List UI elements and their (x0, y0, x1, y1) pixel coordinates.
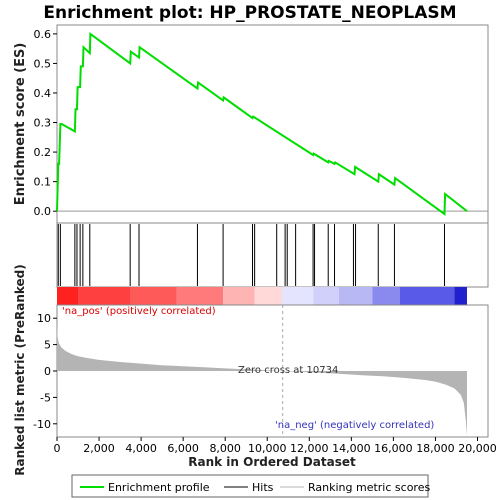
es-y-tick-label: 0.6 (34, 28, 52, 41)
es-y-axis-label: Enrichment score (ES) (13, 43, 28, 206)
es-y-tick-label: 0.3 (34, 117, 52, 130)
es-y-tick-label: 0.5 (34, 57, 52, 70)
x-tick-label: 0 (54, 442, 61, 455)
hits-panel-frame (56, 222, 489, 288)
metric-y-ticks: -10 -5 0 5 10 (33, 312, 57, 431)
legend-box (71, 474, 429, 498)
metric-y-axis-label: Ranked list metric (PreRanked) (13, 264, 27, 476)
color-bar-segment (313, 287, 339, 305)
ranking-color-bar (57, 287, 467, 305)
x-tick-label: 10,000 (248, 442, 287, 455)
x-tick-label: 12,000 (290, 442, 329, 455)
zero-cross-label: Zero cross at 10734 (238, 365, 338, 376)
metric-y-tick-label: -10 (33, 418, 51, 431)
x-tick-label: 2,000 (83, 442, 115, 455)
color-bar-segment (78, 287, 131, 305)
positive-correlation-label: 'na_pos' (positively correlated) (62, 306, 216, 317)
chart-title: Enrichment plot: HP_PROSTATE_NEOPLASM (43, 3, 456, 23)
color-bar-segment (281, 287, 314, 305)
color-bar-segment (399, 287, 455, 305)
color-bar-segment (372, 287, 400, 305)
color-bar-segment (254, 287, 282, 305)
legend-hits-label: Hits (252, 481, 274, 494)
es-panel-frame (56, 24, 489, 224)
legend-ranking-label: Ranking metric scores (308, 481, 430, 494)
x-axis-ticks: 0 2,000 4,000 6,000 8,000 10,000 12,000 14,000 1… (54, 437, 497, 455)
legend: Enrichment profile Hits Ranking metric s… (71, 474, 430, 498)
color-bar-segment (130, 287, 177, 305)
metric-y-tick-label: 0 (44, 365, 51, 378)
color-bar-segment (454, 287, 467, 305)
es-y-tick-label: 0.2 (34, 146, 52, 159)
x-tick-label: 4,000 (125, 442, 157, 455)
es-y-ticks: 0.0 0.1 0.2 0.3 0.4 0.5 0.6 (34, 28, 57, 218)
color-bar-segment (57, 287, 79, 305)
x-tick-label: 16,000 (374, 442, 413, 455)
x-tick-label: 18,000 (416, 442, 455, 455)
x-tick-label: 14,000 (332, 442, 371, 455)
x-tick-label: 20,000 (458, 442, 497, 455)
es-y-tick-label: 0.1 (34, 176, 52, 189)
x-tick-label: 6,000 (167, 442, 199, 455)
es-y-tick-label: 0.0 (34, 205, 52, 218)
ranked-metric-panel: -10 -5 0 5 10 'na_pos' (positively correlate… (13, 264, 489, 476)
negative-correlation-label: 'na_neg' (negatively correlated) (275, 420, 434, 431)
x-axis-label: Rank in Ordered Dataset (188, 455, 356, 469)
color-bar-segment (176, 287, 224, 305)
es-panel: 0.0 0.1 0.2 0.3 0.4 0.5 0.6 Enrichment score (… (13, 24, 489, 224)
hit-markers (57, 224, 445, 286)
legend-enrichment-label: Enrichment profile (108, 481, 210, 494)
hits-panel (56, 222, 489, 288)
metric-y-tick-label: -5 (40, 391, 51, 404)
es-y-tick-label: 0.4 (34, 87, 52, 100)
color-bar-segment (338, 287, 373, 305)
x-tick-label: 8,000 (209, 442, 241, 455)
metric-y-tick-label: 5 (44, 339, 51, 352)
enrichment-profile-line (56, 31, 468, 217)
color-bar-segment (223, 287, 255, 305)
metric-y-tick-label: 10 (37, 312, 51, 325)
